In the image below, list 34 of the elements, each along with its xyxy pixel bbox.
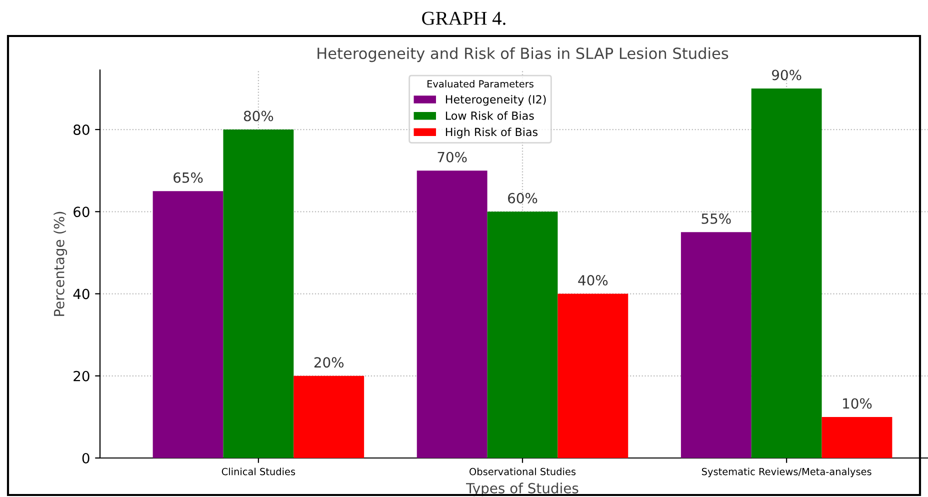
data-label: 40% [578,275,608,286]
x-tick-label: Observational Studies [470,468,576,476]
bar [294,376,364,458]
bar [152,191,224,458]
data-label: 65% [174,172,203,183]
y-tick-label: 0 [82,452,90,464]
data-label: 55% [702,213,731,224]
legend-title: Evaluated Parameters [428,80,534,88]
y-tick-label: 80 [74,124,90,136]
data-label: 10% [843,398,872,409]
bar [487,212,558,458]
bar [751,88,822,458]
data-label: 60% [508,192,538,204]
data-label: 20% [314,357,344,368]
bar [416,170,488,458]
y-axis-title: Percentage (%) [54,212,68,316]
data-label: 90% [772,70,802,80]
legend-label: Heterogeneity (I2) [446,94,546,106]
y-tick-label: 40 [73,288,90,300]
legend-label: High Risk of Bias [446,128,538,138]
x-tick-label: Systematic Reviews/Meta-analyses [702,468,872,478]
bar [822,416,892,458]
bar [223,130,294,458]
x-axis-title: Types of Studies [466,482,578,496]
data-label: 80% [244,110,274,122]
bar [558,294,628,458]
chart-title: Heterogeneity and Risk of Bias in SLAP Lesion Studies [318,47,728,62]
legend-label: Low Risk of Bias [446,111,534,120]
bar [680,232,752,458]
data-label: 70% [438,152,467,162]
y-tick-label: 60 [74,206,90,218]
x-tick-label: Clinical Studies [222,468,296,476]
caption: GRAPH 4. [422,12,506,25]
y-tick-label: 20 [74,370,90,382]
